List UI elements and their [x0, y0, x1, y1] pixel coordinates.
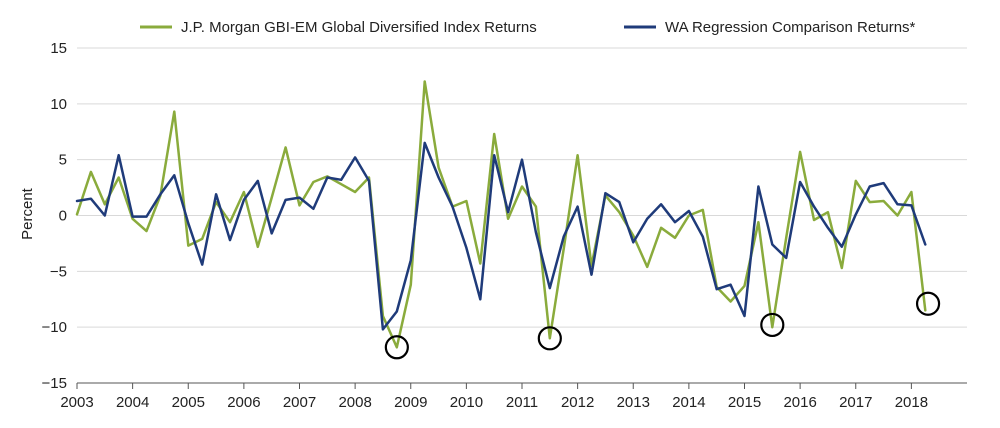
highlight-circle [537, 326, 562, 351]
highlight-circle [384, 335, 409, 360]
x-tick-label: 2018 [895, 394, 928, 411]
x-axis: 2003 2004 2005 2006 2007 2008 2009 2010 2011 2012… [60, 382, 967, 411]
legend-label-gbi: J.P. Morgan GBI-EM Global Diversified In… [181, 19, 537, 36]
x-tick-label: 2006 [227, 394, 260, 411]
y-axis: 15 10 5 0 −5 −10 −15 [42, 40, 67, 392]
y-tick-label: 10 [50, 96, 67, 113]
x-tick-label: 2004 [116, 394, 149, 411]
y-tick-label: −15 [42, 375, 67, 392]
x-tick-label: 2013 [617, 394, 650, 411]
x-tick-label: 2016 [783, 394, 816, 411]
x-tick-label: 2017 [839, 394, 872, 411]
y-tick-label: −10 [42, 319, 67, 336]
series-line-wa [75, 141, 927, 331]
highlight-circle [915, 291, 941, 316]
x-tick-label: 2014 [672, 394, 705, 411]
x-tick-label: 2003 [60, 394, 93, 411]
highlight-circle [760, 312, 785, 338]
x-tick-label: 2012 [561, 394, 594, 411]
x-tick-label: 2011 [506, 394, 538, 411]
x-tick-label: 2008 [338, 394, 371, 411]
series-line-gbi [75, 80, 927, 349]
x-tick-label: 2007 [283, 394, 316, 411]
y-tick-label: 5 [59, 152, 67, 169]
x-tick-label: 2010 [450, 394, 483, 411]
x-tick-label: 2009 [394, 394, 427, 411]
y-tick-label: −5 [50, 263, 67, 280]
series-lines [75, 80, 927, 349]
legend: J.P. Morgan GBI-EM Global Diversified In… [140, 19, 916, 36]
y-tick-label: 0 [59, 208, 67, 225]
x-tick-label: 2005 [172, 394, 205, 411]
y-tick-label: 15 [50, 40, 67, 57]
x-tick-label: 2015 [728, 394, 761, 411]
y-axis-title: Percent [19, 187, 36, 240]
annotation-circles [384, 291, 941, 360]
legend-label-wa: WA Regression Comparison Returns* [665, 19, 916, 36]
